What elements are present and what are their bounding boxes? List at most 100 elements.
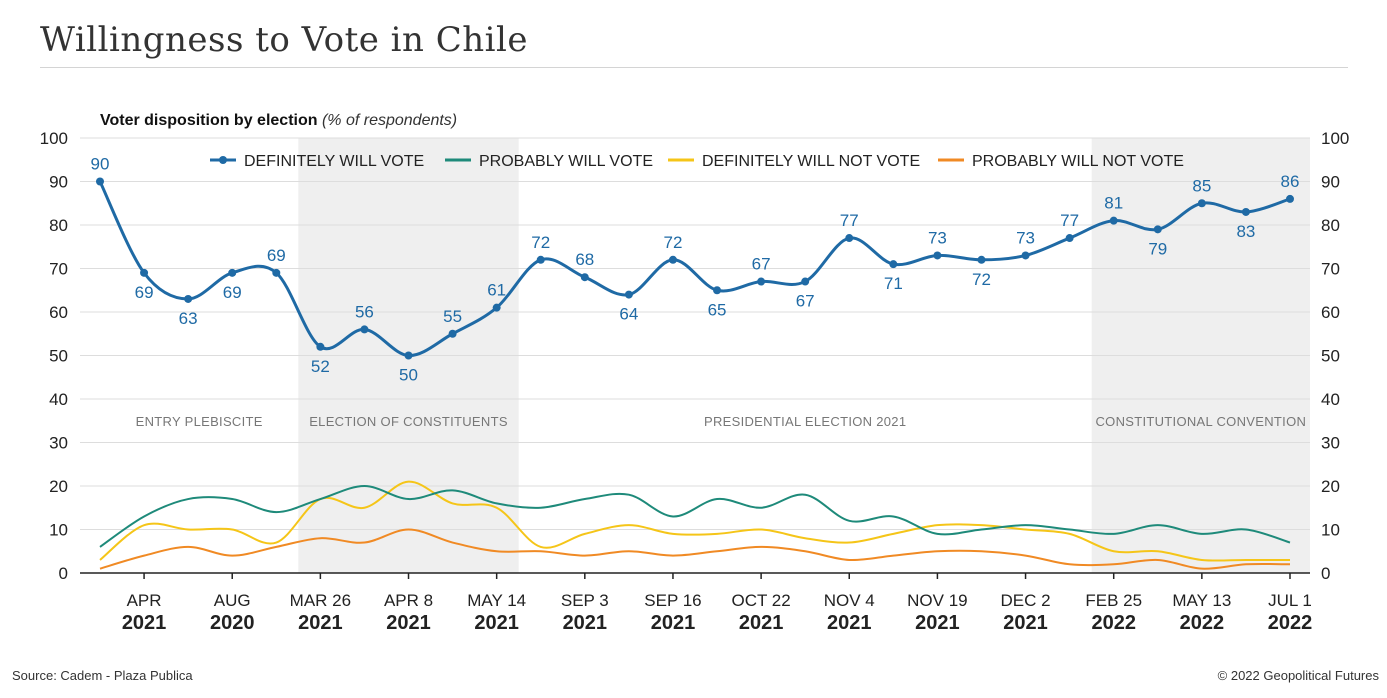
data-label: 65 [708, 300, 727, 319]
x-tick-label-bottom: 2021 [1003, 612, 1048, 634]
data-point [1109, 216, 1118, 225]
y-tick-label-left: 30 [49, 434, 68, 453]
period-label-1: ELECTION OF CONSTITUENTS [309, 414, 508, 429]
data-point [889, 260, 898, 269]
data-label: 68 [575, 250, 594, 269]
x-tick-label-bottom: 2021 [386, 612, 431, 634]
data-point [404, 351, 413, 360]
x-tick-label-top: JUL 1 [1268, 591, 1312, 610]
copyright-note: © 2022 Geopolitical Futures [1217, 668, 1379, 683]
data-label: 55 [443, 307, 462, 326]
data-label: 72 [531, 233, 550, 252]
data-label: 63 [179, 309, 198, 328]
x-tick-label-bottom: 2021 [474, 612, 519, 634]
x-tick-label-top: FEB 25 [1085, 591, 1142, 610]
period-label-0: ENTRY PLEBISCITE [136, 414, 263, 429]
legend-marker-0 [219, 156, 227, 164]
chart-subtitle: Voter disposition by election (% of resp… [100, 112, 457, 129]
data-point [1286, 194, 1294, 203]
data-point [757, 277, 766, 286]
y-tick-label-left: 70 [49, 260, 68, 279]
data-point [96, 177, 104, 186]
data-point [448, 329, 457, 338]
x-tick-label-bottom: 2021 [298, 612, 343, 634]
period-label-2: PRESIDENTIAL ELECTION 2021 [704, 414, 906, 429]
x-tick-label-top: OCT 22 [732, 591, 791, 610]
data-label: 73 [1016, 228, 1035, 247]
data-label: 77 [840, 211, 859, 230]
legend-label-2: DEFINITELY WILL NOT VOTE [702, 153, 920, 170]
x-tick-label-top: APR 8 [384, 591, 433, 610]
y-tick-label-right: 0 [1321, 564, 1330, 583]
data-point [801, 277, 810, 286]
y-tick-label-left: 0 [59, 564, 68, 583]
data-label: 56 [355, 302, 374, 321]
data-label: 64 [619, 305, 638, 324]
data-label: 50 [399, 366, 418, 385]
data-point [140, 268, 149, 277]
x-tick-label-top: SEP 16 [644, 591, 701, 610]
data-label: 90 [91, 155, 110, 174]
x-tick-label-bottom: 2020 [210, 612, 255, 634]
y-tick-label-left: 60 [49, 303, 68, 322]
data-point [1197, 199, 1206, 208]
y-tick-label-right: 20 [1321, 477, 1340, 496]
data-label: 69 [267, 246, 286, 265]
x-tick-label-bottom: 2022 [1180, 612, 1225, 634]
data-point [536, 255, 545, 264]
legend-label-3: PROBABLY WILL NOT VOTE [972, 153, 1184, 170]
data-point [624, 290, 633, 299]
data-label: 71 [884, 274, 903, 293]
data-label: 69 [135, 283, 154, 302]
data-label: 52 [311, 357, 330, 376]
y-tick-label-left: 10 [49, 521, 68, 540]
x-tick-label-top: DEC 2 [1001, 591, 1051, 610]
series-line-1 [99, 484, 1291, 548]
data-point [316, 342, 325, 351]
source-note: Source: Cadem - Plaza Publica [12, 668, 193, 683]
x-tick-label-top: AUG [214, 591, 251, 610]
period-label-3: CONSTITUTIONAL CONVENTION [1095, 414, 1306, 429]
x-tick-label-bottom: 2021 [827, 612, 872, 634]
y-tick-label-left: 100 [40, 129, 68, 148]
y-tick-label-left: 20 [49, 477, 68, 496]
x-tick-label-top: NOV 19 [907, 591, 967, 610]
data-label: 79 [1148, 239, 1167, 258]
y-tick-label-right: 50 [1321, 347, 1340, 366]
x-tick-label-top: NOV 4 [824, 591, 875, 610]
data-label: 83 [1236, 222, 1255, 241]
title-divider [40, 67, 1348, 68]
y-tick-label-left: 40 [49, 390, 68, 409]
x-tick-label-bottom: 2022 [1268, 612, 1313, 634]
data-label: 67 [752, 255, 771, 274]
data-label: 67 [796, 292, 815, 311]
x-tick-label-bottom: 2021 [122, 612, 167, 634]
data-label: 61 [487, 281, 506, 300]
data-point [360, 325, 369, 334]
x-tick-label-top: MAR 26 [290, 591, 351, 610]
data-point [1241, 207, 1250, 216]
data-label: 72 [972, 270, 991, 289]
x-tick-label-top: MAY 13 [1172, 591, 1231, 610]
x-tick-label-bottom: 2021 [915, 612, 960, 634]
data-point [184, 294, 193, 303]
y-tick-label-right: 90 [1321, 173, 1340, 192]
x-tick-label-bottom: 2021 [563, 612, 608, 634]
data-point [845, 234, 854, 243]
data-point [580, 273, 589, 282]
data-label: 86 [1281, 172, 1300, 191]
data-point [1065, 234, 1074, 243]
series-line-2 [99, 480, 1290, 562]
series-line-3 [99, 528, 1291, 570]
x-tick-label-top: MAY 14 [467, 591, 526, 610]
data-label: 85 [1192, 176, 1211, 195]
x-tick-label-bottom: 2022 [1091, 612, 1136, 634]
data-point [1153, 225, 1162, 234]
data-point [228, 268, 237, 277]
data-point [1021, 251, 1030, 260]
y-tick-label-right: 40 [1321, 390, 1340, 409]
data-point [977, 255, 986, 264]
x-tick-label-top: SEP 3 [561, 591, 609, 610]
